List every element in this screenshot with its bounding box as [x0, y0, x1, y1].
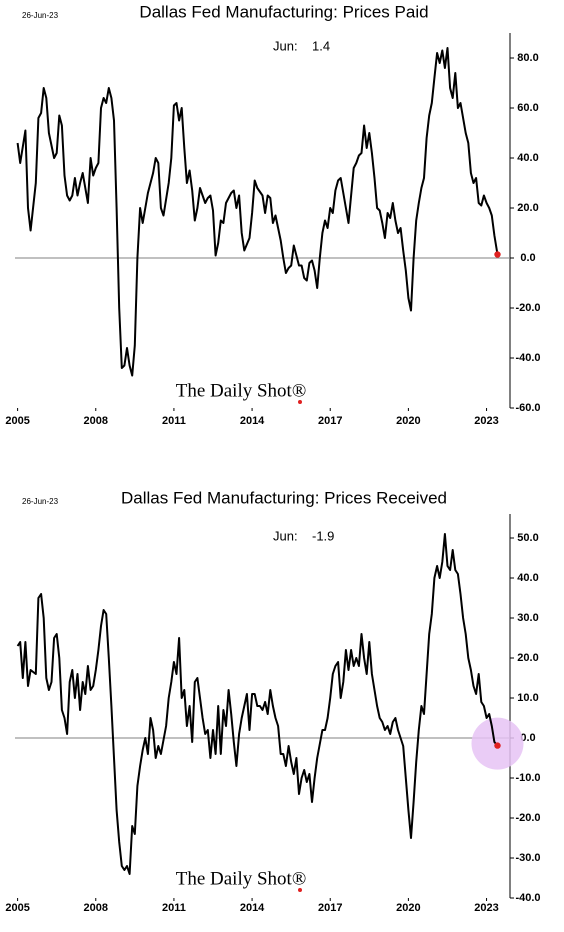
x-tick-label: 2014 — [240, 902, 265, 914]
date-note: 26-Jun-23 — [22, 497, 59, 506]
y-tick-label: -40.0 — [515, 892, 540, 904]
x-tick-label: 2011 — [162, 415, 186, 427]
watermark: The Daily Shot® — [176, 380, 307, 401]
annotation-value: -1.9 — [312, 528, 334, 543]
y-tick-label: -40.0 — [515, 352, 540, 364]
y-tick-label: -30.0 — [515, 852, 540, 864]
y-tick-label: 40.0 — [517, 152, 538, 164]
y-tick-label: -20.0 — [515, 302, 540, 314]
series-line — [16, 533, 499, 875]
x-tick-label: 2023 — [474, 415, 498, 427]
y-tick-label: 0.0 — [520, 252, 535, 264]
watermark: The Daily Shot® — [176, 868, 307, 889]
y-tick-label: 80.0 — [517, 52, 538, 64]
x-tick-label: 2014 — [240, 415, 265, 427]
annotation-label: Jun: — [273, 528, 298, 543]
end-marker — [494, 742, 501, 749]
series-line — [16, 47, 499, 377]
annotation-value: 1.4 — [312, 38, 330, 53]
annotation-label: Jun: — [273, 38, 298, 53]
y-tick-label: 40.0 — [517, 572, 538, 584]
y-tick-label: 10.0 — [517, 692, 538, 704]
chart: Dallas Fed Manufacturing: Prices Paid 26-… — [5, 2, 540, 426]
x-tick-label: 2017 — [318, 415, 342, 427]
y-tick-label: -10.0 — [515, 772, 540, 784]
x-tick-label: 2005 — [5, 415, 29, 427]
x-tick-label: 2011 — [162, 902, 186, 914]
y-tick-label: 0.0 — [520, 732, 535, 744]
watermark-dot — [298, 400, 302, 404]
x-tick-label: 2017 — [318, 902, 342, 914]
x-tick-label: 2020 — [396, 415, 420, 427]
chart: Dallas Fed Manufacturing: Prices Receive… — [5, 488, 540, 913]
chart-title: Dallas Fed Manufacturing: Prices Paid — [139, 2, 428, 21]
x-tick-label: 2005 — [5, 902, 29, 914]
x-tick-label: 2008 — [84, 415, 108, 427]
y-tick-label: 60.0 — [517, 102, 538, 114]
y-tick-label: 30.0 — [517, 612, 538, 624]
watermark-dot — [298, 888, 302, 892]
y-tick-label: 50.0 — [517, 532, 538, 544]
y-tick-label: -20.0 — [515, 812, 540, 824]
y-tick-label: 20.0 — [517, 202, 538, 214]
y-tick-label: -60.0 — [515, 402, 540, 414]
chart-title: Dallas Fed Manufacturing: Prices Receive… — [121, 488, 447, 507]
date-note: 26-Jun-23 — [22, 11, 59, 20]
end-marker — [494, 251, 501, 258]
x-tick-label: 2020 — [396, 902, 420, 914]
x-tick-label: 2023 — [474, 902, 498, 914]
y-tick-label: 20.0 — [517, 652, 538, 664]
x-tick-label: 2008 — [84, 902, 108, 914]
